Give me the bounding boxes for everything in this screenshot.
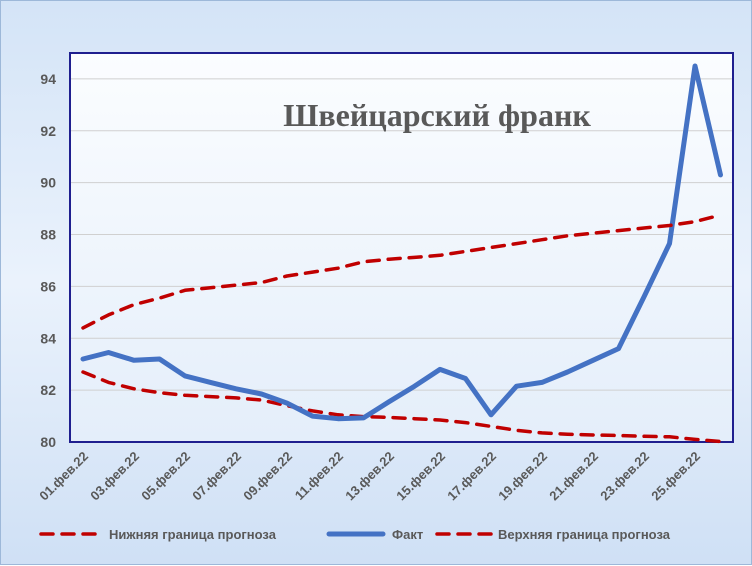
x-tick-label: 11.фев.22 bbox=[292, 449, 346, 503]
x-tick-label: 17.фев.22 bbox=[444, 449, 499, 504]
y-tick-label: 94 bbox=[40, 71, 56, 87]
y-tick-label: 82 bbox=[40, 382, 56, 398]
legend: Нижняя граница прогноза Факт Верхняя грани… bbox=[39, 527, 671, 542]
legend-label: Нижняя граница прогноза bbox=[109, 527, 277, 542]
legend-label: Верхняя граница прогноза bbox=[498, 527, 671, 542]
plot-area bbox=[69, 52, 734, 443]
y-tick-label: 80 bbox=[40, 434, 56, 450]
y-tick-label: 92 bbox=[40, 123, 56, 139]
series-line-lower-bound bbox=[81, 370, 723, 444]
series-line-actual bbox=[80, 63, 723, 422]
x-tick-label: 25.фев.22 bbox=[648, 449, 703, 504]
x-tick-label: 01.фев.22 bbox=[36, 449, 91, 504]
x-tick-label: 13.фев.22 bbox=[342, 449, 397, 504]
x-tick-label: 23.фев.22 bbox=[597, 449, 652, 504]
y-tick-label: 88 bbox=[40, 227, 56, 243]
x-tick-label: 05.фев.22 bbox=[138, 449, 193, 504]
chart-title: Швейцарский франк bbox=[283, 97, 591, 133]
x-tick-label: 07.фев.22 bbox=[189, 449, 244, 504]
x-axis: 01.фев.2203.фев.2205.фев.2207.фев.2209.ф… bbox=[36, 449, 703, 504]
x-tick-label: 21.фев.22 bbox=[546, 449, 601, 504]
y-tick-label: 84 bbox=[40, 330, 56, 346]
y-tick-label: 86 bbox=[40, 278, 56, 294]
x-tick-label: 09.фев.22 bbox=[240, 449, 295, 504]
y-axis: 80 82 84 86 88 90 92 94 bbox=[40, 71, 56, 450]
x-tick-label: 19.фев.22 bbox=[495, 449, 550, 504]
x-tick-label: 03.фев.22 bbox=[87, 449, 142, 504]
x-tick-label: 15.фев.22 bbox=[393, 449, 448, 504]
legend-label: Факт bbox=[392, 527, 423, 542]
y-tick-label: 90 bbox=[40, 175, 56, 191]
series-layer bbox=[80, 63, 723, 444]
series-line-upper-bound bbox=[81, 213, 723, 330]
